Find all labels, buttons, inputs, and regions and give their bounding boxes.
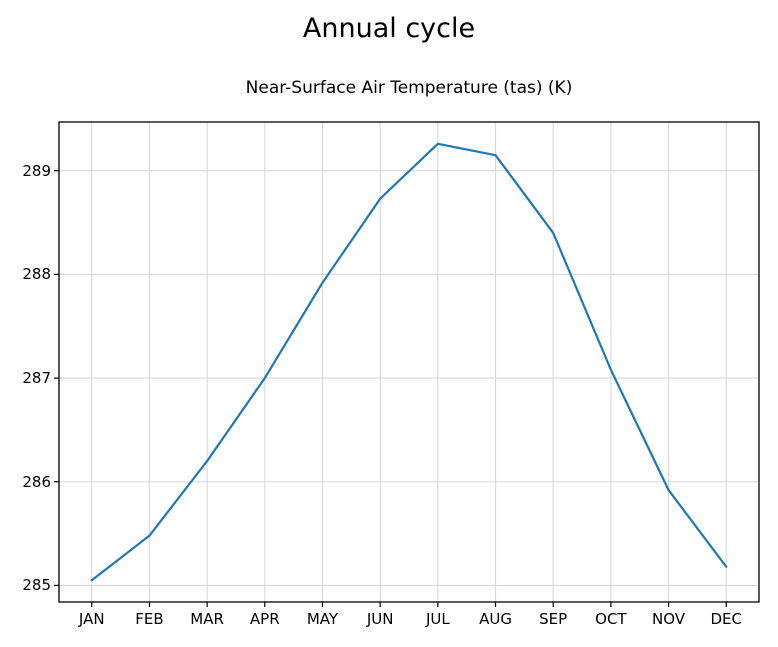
x-tick-label-nov: NOV — [652, 610, 686, 628]
temperature-line — [90, 142, 728, 582]
x-tick-label-aug: AUG — [479, 610, 512, 628]
y-tick-label-289: 289 — [22, 161, 51, 180]
x-tick-label-mar: MAR — [190, 610, 224, 628]
x-tick-label-oct: OCT — [595, 610, 627, 628]
x-tick-label-dec: DEC — [710, 610, 742, 628]
x-tick-label-jul: JUL — [425, 610, 450, 628]
grid-lines — [59, 122, 759, 602]
y-tick-label-286: 286 — [22, 472, 51, 491]
axes-title: Near-Surface Air Temperature (tas) (K) — [245, 78, 573, 98]
x-tick-label-sep: SEP — [539, 610, 568, 628]
tas-series-line — [90, 142, 728, 582]
x-tick-label-feb: FEB — [135, 610, 164, 628]
x-tick-label-jun: JUN — [366, 610, 394, 628]
axis-ticks — [54, 170, 727, 607]
x-tick-label-may: MAY — [306, 610, 339, 628]
axes-frame — [58, 121, 760, 603]
figure-title: Annual cycle — [302, 13, 476, 44]
y-tick-label-288: 288 — [22, 265, 51, 284]
x-tick-label-apr: APR — [249, 610, 280, 628]
x-tick-label-jan: JAN — [78, 610, 105, 628]
y-tick-label-285: 285 — [22, 576, 51, 595]
y-tick-label-287: 287 — [22, 369, 51, 388]
